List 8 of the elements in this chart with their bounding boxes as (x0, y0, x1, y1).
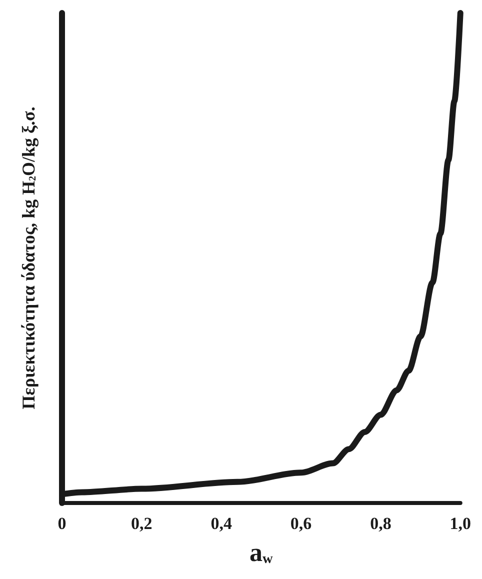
x-tick-label: 0,2 (131, 514, 152, 533)
x-tick-label: 0 (58, 514, 66, 533)
x-tick-label: 0,6 (290, 514, 312, 533)
x-tick-label: 0,4 (210, 514, 232, 533)
y-axis-title: Περιεκτικότητα ύδατος, kg H2O/kg ξ.σ. (18, 106, 38, 410)
x-axis-title: aw (250, 538, 274, 567)
x-tick-label: 0,8 (370, 514, 392, 533)
x-tick-label: 1,0 (450, 514, 471, 533)
